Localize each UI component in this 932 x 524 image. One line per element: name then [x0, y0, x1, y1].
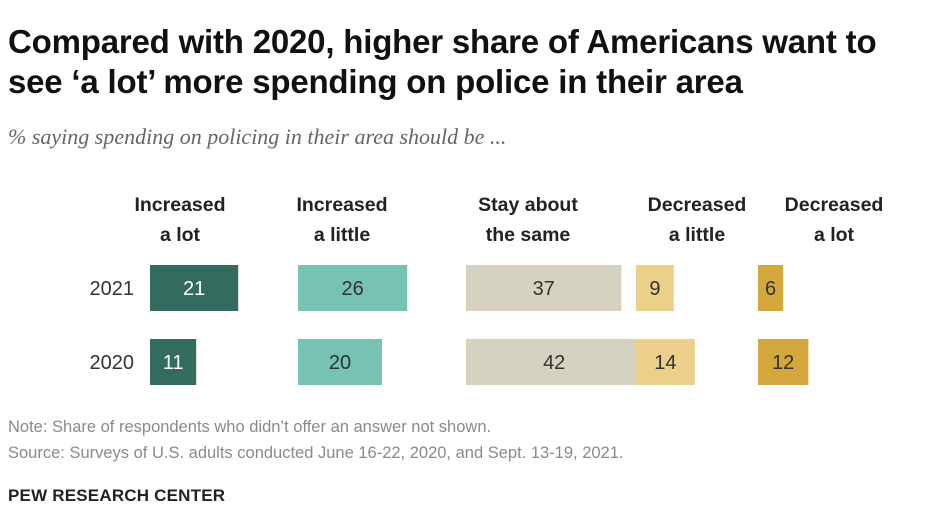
bar-increased-a-little-2020 [298, 339, 382, 385]
bar-label-stay-about-the-same-2020: 42 [543, 352, 565, 374]
bar-decreased-a-lot-2020 [758, 339, 809, 385]
bar-label-decreased-a-little-2021: 9 [649, 278, 660, 300]
bar-stay-about-the-same-2020 [466, 339, 643, 385]
column-header-increased-a-little-line2: a little [314, 224, 371, 246]
column-header-increased-a-little-line1: Increased [296, 194, 387, 216]
brand-logo-text: PEW RESEARCH CENTER [8, 486, 226, 505]
column-header-decreased-a-lot-line2: a lot [814, 224, 855, 246]
bar-chart: Increased a lot Increased a little Stay abou… [90, 194, 884, 385]
bar-label-decreased-a-lot-2020: 12 [772, 352, 794, 374]
column-header-increased-a-lot-line1: Increased [134, 194, 225, 216]
bar-decreased-a-little-2020 [636, 339, 695, 385]
column-header-stay-about-the-same-line2: the same [486, 224, 571, 246]
bar-decreased-a-little-2021 [636, 265, 674, 311]
column-header-decreased-a-little-line2: a little [669, 224, 726, 246]
column-header-stay-about-the-same-line1: Stay about [478, 194, 578, 216]
bar-stay-about-the-same-2021 [466, 265, 622, 311]
bar-label-increased-a-lot-2021: 21 [183, 278, 205, 300]
bar-label-increased-a-little-2020: 20 [329, 352, 351, 374]
note-text: Note: Share of respondents who didn’t of… [8, 418, 492, 436]
column-header-decreased-a-little-line1: Decreased [648, 194, 747, 216]
bar-increased-a-lot-2020 [150, 339, 197, 385]
bar-decreased-a-lot-2021 [758, 265, 784, 311]
bar-label-stay-about-the-same-2021: 37 [533, 278, 555, 300]
chart-title: Compared with 2020, higher share of Amer… [8, 23, 877, 100]
row-label-2021: 2021 [90, 278, 135, 300]
bar-label-increased-a-lot-2020: 11 [163, 352, 184, 374]
column-header-decreased-a-lot-line1: Decreased [785, 194, 884, 216]
bar-label-increased-a-little-2021: 26 [341, 278, 363, 300]
source-text: Source: Surveys of U.S. adults conducted… [8, 444, 624, 462]
chart-subtitle: % saying spending on policing in their a… [8, 124, 507, 149]
column-header-increased-a-lot-line2: a lot [160, 224, 201, 246]
bar-label-decreased-a-lot-2021: 6 [765, 278, 776, 300]
row-label-2020: 2020 [90, 352, 135, 374]
bar-label-decreased-a-little-2020: 14 [654, 352, 676, 374]
footnotes: Note: Share of respondents who didn’t of… [8, 414, 624, 466]
bar-increased-a-little-2021 [298, 265, 408, 311]
bar-increased-a-lot-2021 [150, 265, 239, 311]
